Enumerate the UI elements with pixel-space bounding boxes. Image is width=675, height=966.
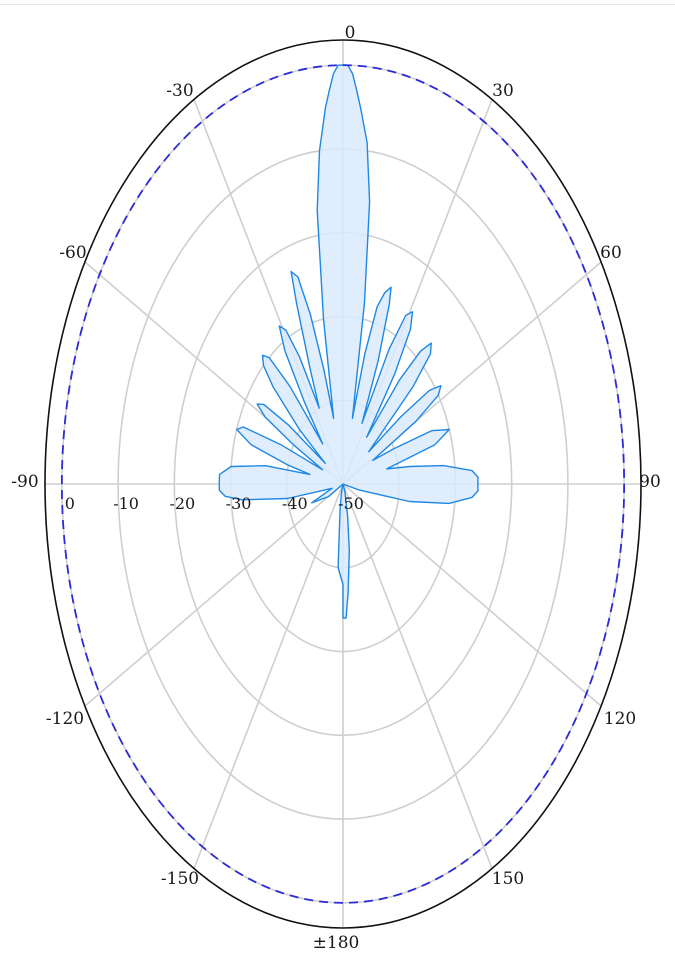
grid-spoke-5 — [342, 483, 493, 869]
radial-label-0: 0 — [65, 494, 75, 513]
axis-labels: 0 30 60 90 120 150 ±180 -150 -120 -90 -60 -30 0 -10 -2… — [11, 23, 661, 953]
angle-label-150: 150 — [492, 869, 524, 889]
angle-label-neg90: -90 — [11, 472, 38, 492]
grid-spoke-8 — [84, 483, 344, 707]
radiation-pattern-area — [218, 64, 479, 619]
angle-label-neg60: -60 — [59, 243, 86, 263]
angle-label-180: ±180 — [313, 933, 360, 953]
outer-boundary-circle — [44, 39, 642, 929]
radial-label-2: -20 — [169, 494, 195, 513]
angle-label-60: 60 — [600, 243, 622, 263]
angle-label-120: 120 — [604, 709, 636, 729]
angle-label-0: 0 — [345, 23, 356, 43]
angle-label-neg30: -30 — [166, 81, 193, 101]
angle-label-neg150: -150 — [161, 869, 199, 889]
top-divider — [0, 4, 675, 5]
grid-spoke-4 — [342, 483, 602, 707]
reference-level-circle — [60, 64, 626, 904]
angle-label-30: 30 — [492, 81, 514, 101]
grid-spoke-7 — [193, 483, 344, 869]
radial-label-4: -40 — [282, 494, 308, 513]
radial-label-1: -10 — [113, 494, 139, 513]
angle-label-90: 90 — [639, 472, 661, 492]
angle-label-neg120: -120 — [46, 709, 84, 729]
radial-label-5: -50 — [338, 494, 364, 513]
radial-label-3: -30 — [226, 494, 252, 513]
